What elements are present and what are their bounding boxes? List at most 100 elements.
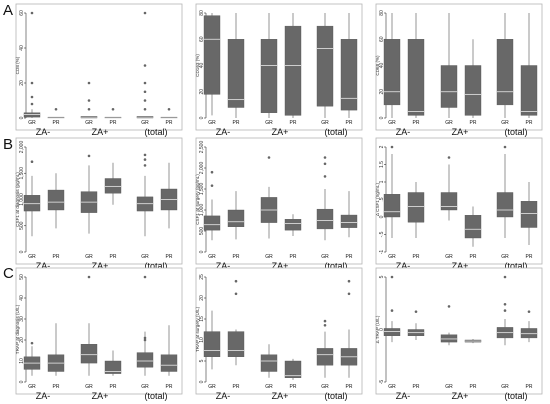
box-pr-4 — [284, 13, 302, 118]
group-label: ZA+ — [272, 127, 289, 137]
y-tick-label: 1,500 — [19, 167, 25, 180]
group-label: ZA+ — [452, 127, 469, 137]
y-tick-label: 40 — [199, 63, 205, 69]
y-tick-label: 2 — [379, 145, 385, 148]
row-letter-c: C — [3, 265, 14, 282]
y-tick-label: 1,500 — [199, 183, 205, 196]
box-gr-3 — [440, 13, 458, 118]
box-gr-5 — [136, 11, 154, 119]
y-tick-label: 60 — [199, 36, 205, 42]
group-label: ZA+ — [272, 391, 289, 401]
iqr-box — [23, 112, 41, 118]
outlier-point — [143, 275, 147, 279]
outlier-point — [390, 145, 394, 149]
iqr-box — [260, 39, 278, 113]
iqr-box — [136, 352, 154, 368]
category-label: PR — [470, 120, 477, 126]
outlier-point — [390, 275, 394, 279]
box-gr-3 — [440, 156, 458, 221]
category-label: GR — [501, 254, 509, 260]
outlier-point — [143, 336, 147, 340]
box-gr-1 — [203, 170, 221, 241]
panel-frame — [375, 3, 543, 131]
iqr-box — [23, 195, 41, 212]
iqr-box — [407, 39, 425, 116]
y-tick-label: 2,500 — [199, 141, 205, 154]
outlier-point — [30, 102, 34, 106]
y-tick-label: 1.5 — [379, 161, 385, 168]
box-pr-6 — [160, 107, 178, 119]
iqr-box — [440, 192, 458, 211]
y-tick-label: 30 — [19, 316, 25, 322]
group-label: (total) — [324, 391, 347, 401]
group-label: ZA- — [216, 127, 231, 137]
y-tick-label: 5 — [379, 275, 385, 278]
box-gr-3 — [440, 305, 458, 346]
y-tick-label: 500 — [199, 227, 205, 236]
box-pr-4 — [104, 162, 122, 205]
outlier-point — [527, 310, 531, 313]
iqr-box — [227, 209, 245, 227]
box-gr-1 — [203, 310, 221, 370]
category-label: GR — [141, 384, 149, 390]
iqr-box — [407, 192, 425, 223]
row-letter-a: A — [3, 2, 13, 19]
outlier-point — [503, 309, 507, 312]
y-tick-label: 0 — [19, 380, 25, 383]
box-pr-2 — [227, 13, 245, 118]
panel-6: -1-.50.511.52Δ CSF1 (ng/mL)GR PR GR PR GR PRZ… — [375, 137, 543, 271]
y-tick-label: 20 — [199, 89, 205, 95]
category-label: PR — [166, 254, 173, 260]
box-gr-5 — [496, 145, 514, 238]
iqr-box — [80, 343, 98, 364]
y-tick-label: 0 — [199, 250, 205, 253]
category-label: PR — [233, 120, 240, 126]
box-pr-4 — [464, 206, 482, 247]
group-label: ZA+ — [272, 261, 289, 271]
box-pr-4 — [104, 350, 122, 376]
outlier-point — [30, 95, 34, 99]
outlier-point — [323, 319, 327, 323]
y-tick-label: 0 — [379, 328, 385, 331]
box-gr-1 — [23, 341, 41, 376]
row-letter-b: B — [3, 136, 13, 153]
box-gr-5 — [316, 156, 334, 241]
iqr-box — [440, 334, 458, 343]
box-pr-2 — [47, 173, 65, 229]
iqr-box — [520, 201, 538, 228]
outlier-point — [503, 303, 507, 306]
outlier-point — [447, 305, 451, 308]
y-tick-label: 0 — [199, 380, 205, 383]
group-label: ZA- — [216, 261, 231, 271]
outlier-point — [30, 341, 34, 345]
outlier-point — [390, 309, 394, 312]
group-label: ZA- — [396, 127, 411, 137]
y-tick-label: 20 — [19, 337, 25, 343]
iqr-box — [316, 25, 334, 107]
y-tick-label: -.5 — [379, 231, 385, 237]
outlier-point — [30, 81, 34, 85]
group-label: (total) — [144, 391, 167, 401]
iqr-box — [340, 39, 358, 111]
category-label: PR — [53, 254, 60, 260]
outlier-point — [30, 160, 34, 163]
iqr-box — [520, 328, 538, 339]
outlier-point — [143, 153, 147, 157]
category-label: GR — [321, 384, 329, 390]
group-label: ZA- — [216, 391, 231, 401]
outlier-point — [503, 145, 507, 149]
category-label: GR — [388, 254, 396, 260]
category-label: GR — [208, 120, 216, 126]
panel-7: 0 10 20 30 40 50 TRAP at diagnosis (U/L) GR PR GR… — [15, 267, 183, 401]
category-label: PR — [53, 384, 60, 390]
box-gr-5 — [496, 275, 514, 346]
y-axis-label: TRAP at diagnosis (U/L) — [15, 304, 20, 354]
box-pr-6 — [160, 325, 178, 376]
category-label: PR — [290, 120, 297, 126]
box-pr-2 — [407, 13, 425, 118]
outlier-point — [87, 107, 91, 111]
y-axis-label: CD68 (%) — [375, 55, 380, 76]
outlier-point — [111, 107, 115, 111]
iqr-box — [203, 15, 221, 95]
category-label: GR — [321, 120, 329, 126]
